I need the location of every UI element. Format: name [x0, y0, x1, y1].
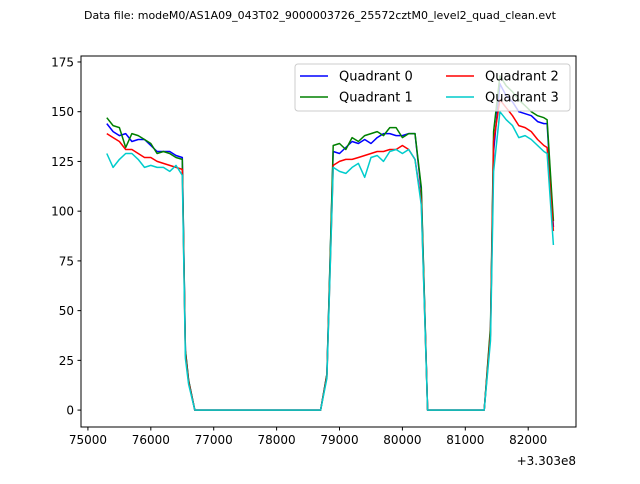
series-line-quadrant-1 [106, 75, 555, 411]
x-tick-label: 76000 [132, 433, 170, 447]
y-tick-label: 100 [51, 205, 74, 219]
y-tick-label: 50 [59, 304, 74, 318]
y-tick-label: 175 [51, 55, 74, 69]
x-offset-label: +3.303e8 [517, 454, 576, 468]
x-tick-label: 81000 [446, 433, 484, 447]
x-tick-label: 77000 [195, 433, 233, 447]
x-tick-label: 79000 [320, 433, 358, 447]
series-line-quadrant-3 [106, 110, 555, 411]
y-tick-label: 25 [59, 354, 74, 368]
plot-frame [80, 55, 577, 428]
legend: Quadrant 0 Quadrant 1 Quadrant 2 Quadrant 3 [294, 63, 571, 112]
x-tick-label: 78000 [258, 433, 296, 447]
x-tick-label: 82000 [509, 433, 547, 447]
x-tick-label: 80000 [383, 433, 421, 447]
y-tick-label: 0 [66, 404, 74, 418]
legend-label: Quadrant 3 [485, 91, 559, 106]
x-tick-label: 75000 [69, 433, 107, 447]
y-tick-label: 125 [51, 155, 74, 169]
legend-label: Quadrant 0 [339, 70, 413, 85]
legend-label: Quadrant 2 [485, 70, 559, 85]
legend-frame [294, 63, 571, 112]
legend-label: Quadrant 1 [339, 91, 413, 106]
y-tick-label: 150 [51, 105, 74, 119]
y-tick-label: 75 [59, 254, 74, 268]
chart-title: Data file: modeM0/AS1A09_043T02_90000037… [84, 9, 557, 22]
